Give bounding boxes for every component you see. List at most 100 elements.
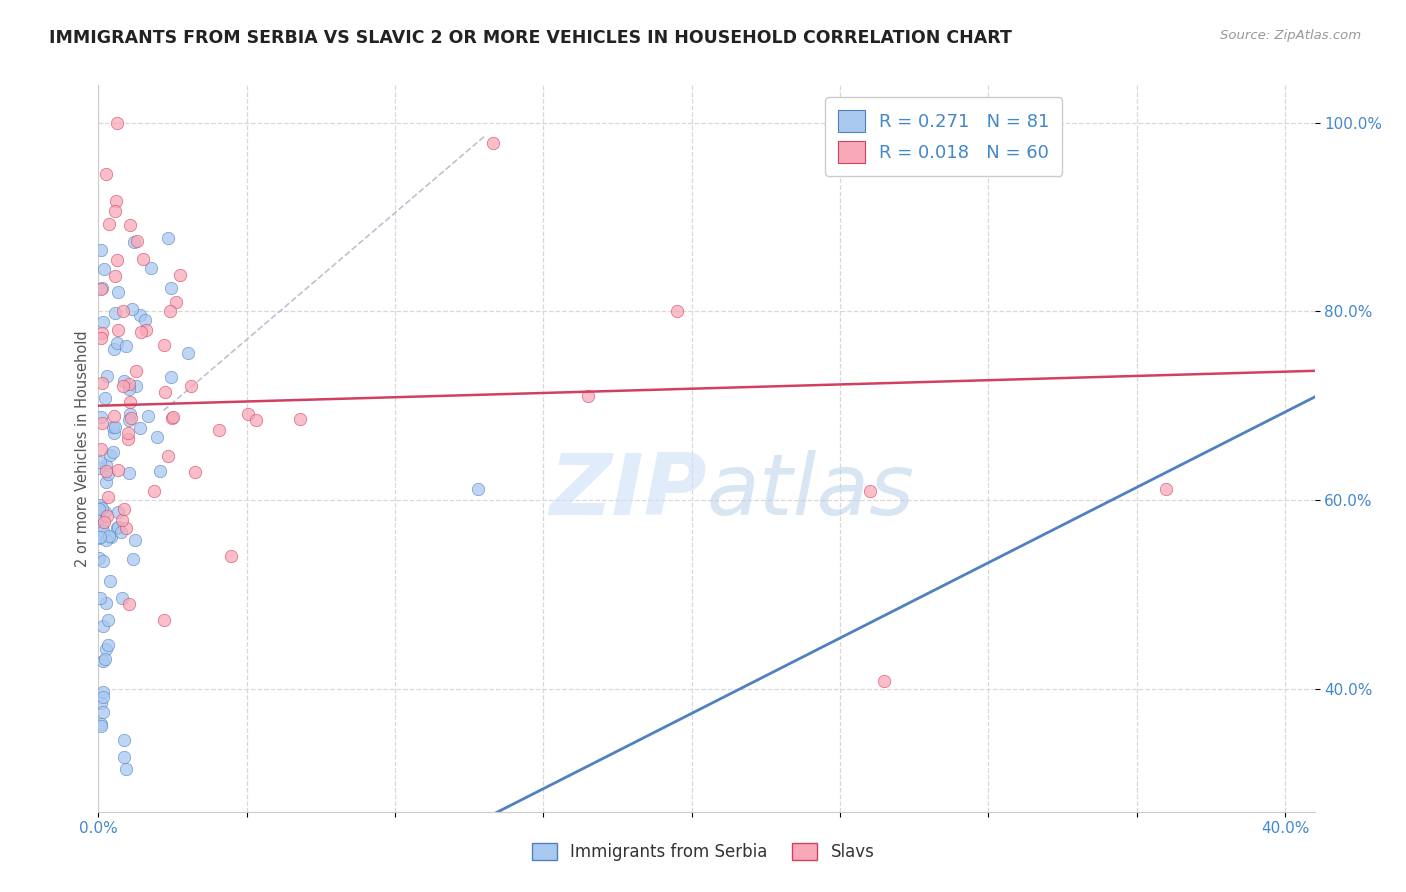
Point [93,652,115,666]
Point [90,719,112,733]
Point [91,553,114,567]
Point [136,409,159,423]
Point [184,465,207,479]
Point [91,524,114,538]
Point [90,326,112,341]
Point [90,243,112,257]
Point [221,549,243,564]
Point [152,337,174,351]
Y-axis label: 2 or more Vehicles in Household: 2 or more Vehicles in Household [75,330,90,566]
Point [118,218,141,232]
Point [107,463,129,477]
Point [873,674,896,689]
Point [114,762,136,776]
Point [91,685,114,699]
Point [118,382,141,396]
Point [129,325,152,339]
Point [859,483,882,498]
Point [93,515,115,529]
Point [576,389,599,403]
Point [94,167,117,181]
Point [89,530,111,544]
Point [134,313,156,327]
Point [208,423,231,437]
Point [125,234,148,248]
Point [97,467,120,481]
Point [122,235,145,249]
Point [142,483,165,498]
Point [107,519,129,533]
Point [177,346,200,360]
Point [91,654,114,668]
Point [91,417,114,431]
Point [97,529,120,543]
Point [117,425,139,440]
Point [96,509,118,524]
Point [98,574,121,588]
Point [94,391,117,405]
Point [90,409,112,424]
Point [121,552,143,566]
Point [129,308,152,322]
Point [120,410,142,425]
Point [103,409,125,424]
Point [104,306,127,320]
Point [155,385,177,400]
Point [89,499,111,513]
Point [135,323,157,337]
Point [101,445,124,459]
Point [160,369,183,384]
Point [96,533,118,547]
Point [90,500,112,515]
Point [94,475,117,489]
Legend: R = 0.271   N = 81, R = 0.018   N = 60: R = 0.271 N = 81, R = 0.018 N = 60 [825,97,1063,176]
Point [97,638,120,652]
Point [665,304,688,318]
Point [97,490,120,504]
Point [105,194,128,209]
Point [118,597,141,611]
Point [105,115,128,129]
Point [90,282,112,296]
Point [111,513,134,527]
Point [104,268,127,283]
Point [103,425,125,440]
Text: atlas: atlas [707,450,914,533]
Point [97,613,120,627]
Point [89,591,111,605]
Point [112,375,135,389]
Point [94,596,117,610]
Point [104,204,127,219]
Point [91,619,114,633]
Point [114,339,136,353]
Point [107,323,129,337]
Text: Source: ZipAtlas.com: Source: ZipAtlas.com [1220,29,1361,42]
Point [90,331,112,345]
Point [238,407,260,421]
Point [111,303,134,318]
Point [180,379,202,393]
Point [467,482,489,496]
Point [94,464,117,478]
Point [100,448,122,462]
Point [107,285,129,299]
Point [482,136,505,151]
Point [96,369,118,384]
Point [160,411,183,425]
Point [124,379,146,393]
Point [93,705,115,719]
Point [157,230,180,244]
Point [105,521,128,535]
Point [89,550,111,565]
Point [288,412,311,426]
Legend: Immigrants from Serbia, Slavs: Immigrants from Serbia, Slavs [524,836,882,868]
Point [125,364,148,378]
Point [1156,482,1178,496]
Point [107,506,129,520]
Point [89,455,111,469]
Point [91,315,114,329]
Point [103,420,125,434]
Point [105,252,128,267]
Point [105,335,128,350]
Point [110,525,132,540]
